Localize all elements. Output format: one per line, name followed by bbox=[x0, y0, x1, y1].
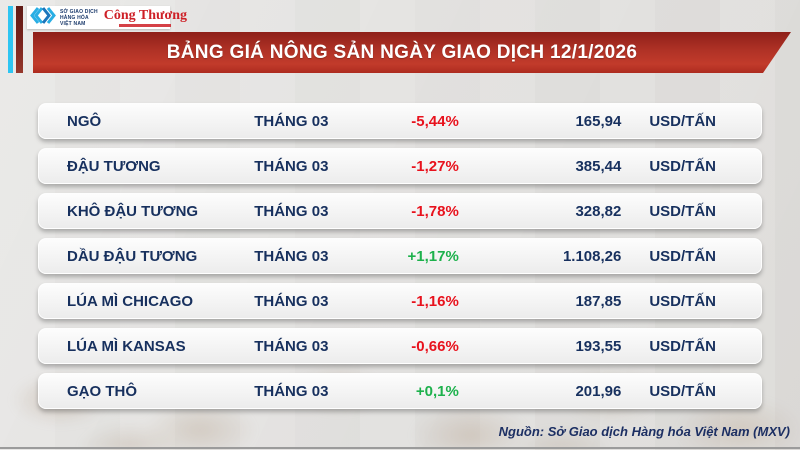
unit-cell: USD/TẤN bbox=[649, 337, 717, 355]
change-percent-cell: -5,44% bbox=[411, 112, 459, 130]
commodity-name-cell: LÚA MÌ KANSAS bbox=[67, 337, 186, 355]
table-row: LÚA MÌ CHICAGO THÁNG 03 -1,16% 187,85 US… bbox=[38, 283, 762, 319]
change-percent-cell: -1,27% bbox=[411, 157, 459, 175]
bottom-border-line bbox=[0, 447, 800, 449]
price-cell: 165,94 bbox=[575, 112, 622, 130]
change-percent-cell: -1,78% bbox=[411, 202, 459, 220]
mxv-logo-line: SỞ GIAO DỊCH bbox=[60, 8, 98, 15]
price-cell: 201,96 bbox=[575, 382, 622, 400]
congthuong-logo-text: Công Thương bbox=[103, 7, 187, 23]
accent-stripe-cyan bbox=[8, 6, 13, 73]
page-title: BẢNG GIÁ NÔNG SẢN NGÀY GIAO DỊCH 12/1/20… bbox=[166, 41, 638, 63]
congthuong-logo-tagline-bar bbox=[119, 23, 172, 27]
change-percent-cell: -0,66% bbox=[411, 337, 459, 355]
unit-cell: USD/TẤN bbox=[649, 247, 717, 265]
commodity-name-cell: DẦU ĐẬU TƯƠNG bbox=[67, 247, 198, 265]
commodity-name-cell: GẠO THÔ bbox=[67, 382, 137, 400]
change-percent-cell: +1,17% bbox=[407, 247, 459, 265]
congthuong-logo: Công Thương bbox=[103, 7, 187, 27]
price-table: NGÔ THÁNG 03 -5,44% 165,94 USD/TẤN ĐẬU T… bbox=[38, 103, 762, 418]
commodity-name-cell: LÚA MÌ CHICAGO bbox=[67, 292, 194, 310]
contract-month-cell: THÁNG 03 bbox=[254, 382, 329, 400]
change-percent-cell: -1,16% bbox=[411, 292, 459, 310]
table-row: GẠO THÔ THÁNG 03 +0,1% 201,96 USD/TẤN bbox=[38, 373, 762, 409]
unit-cell: USD/TẤN bbox=[649, 202, 717, 220]
commodity-name-cell: ĐẬU TƯƠNG bbox=[67, 157, 161, 175]
contract-month-cell: THÁNG 03 bbox=[254, 112, 329, 130]
mxv-logo-line: VIỆT NAM bbox=[60, 20, 86, 27]
price-cell: 193,55 bbox=[575, 337, 622, 355]
unit-cell: USD/TẤN bbox=[649, 382, 717, 400]
price-cell: 385,44 bbox=[575, 157, 622, 175]
contract-month-cell: THÁNG 03 bbox=[254, 292, 329, 310]
contract-month-cell: THÁNG 03 bbox=[254, 337, 329, 355]
table-row: LÚA MÌ KANSAS THÁNG 03 -0,66% 193,55 USD… bbox=[38, 328, 762, 364]
contract-month-cell: THÁNG 03 bbox=[254, 202, 329, 220]
mxv-logo-icon bbox=[30, 6, 56, 29]
title-banner: BẢNG GIÁ NÔNG SẢN NGÀY GIAO DỊCH 12/1/20… bbox=[33, 32, 791, 73]
table-row: KHÔ ĐẬU TƯƠNG THÁNG 03 -1,78% 328,82 USD… bbox=[38, 193, 762, 229]
logo-box: SỞ GIAO DỊCH HÀNG HÓA VIỆT NAM Công Thươ… bbox=[27, 6, 187, 29]
accent-stripe-maroon bbox=[16, 6, 23, 73]
unit-cell: USD/TẤN bbox=[649, 292, 717, 310]
unit-cell: USD/TẤN bbox=[649, 157, 717, 175]
mxv-logo-text: SỞ GIAO DỊCH HÀNG HÓA VIỆT NAM bbox=[60, 9, 98, 27]
table-row: DẦU ĐẬU TƯƠNG THÁNG 03 +1,17% 1.108,26 U… bbox=[38, 238, 762, 274]
unit-cell: USD/TẤN bbox=[649, 112, 717, 130]
table-row: NGÔ THÁNG 03 -5,44% 165,94 USD/TẤN bbox=[38, 103, 762, 139]
price-cell: 1.108,26 bbox=[562, 247, 622, 265]
contract-month-cell: THÁNG 03 bbox=[254, 157, 329, 175]
contract-month-cell: THÁNG 03 bbox=[254, 247, 329, 265]
commodity-name-cell: KHÔ ĐẬU TƯƠNG bbox=[67, 202, 199, 220]
price-cell: 187,85 bbox=[575, 292, 622, 310]
price-cell: 328,82 bbox=[575, 202, 622, 220]
mxv-logo-line: HÀNG HÓA bbox=[60, 14, 89, 21]
commodity-name-cell: NGÔ bbox=[67, 112, 102, 130]
table-row: ĐẬU TƯƠNG THÁNG 03 -1,27% 385,44 USD/TẤN bbox=[38, 148, 762, 184]
change-percent-cell: +0,1% bbox=[415, 382, 459, 400]
source-attribution: Nguồn: Sở Giao dịch Hàng hóa Việt Nam (M… bbox=[498, 424, 790, 439]
